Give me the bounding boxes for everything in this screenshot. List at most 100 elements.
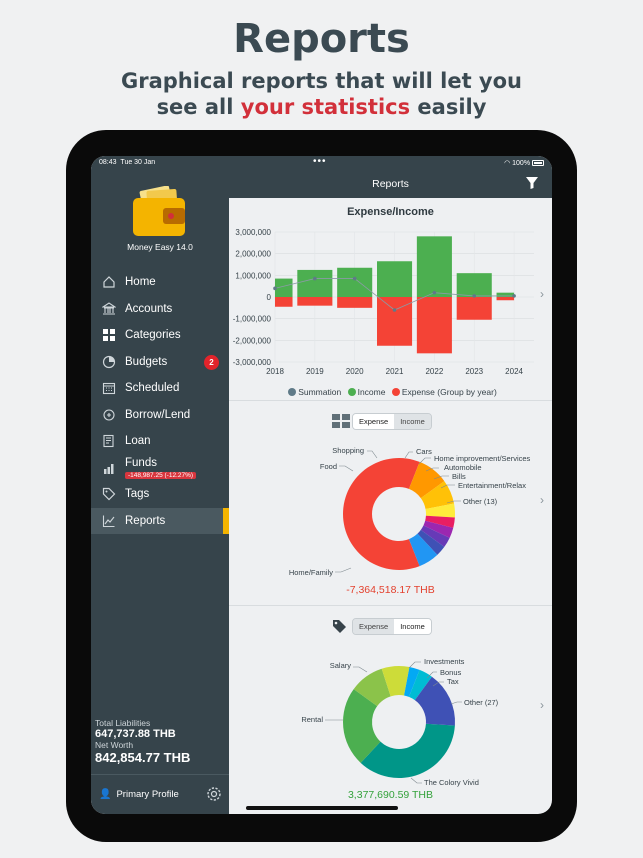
multitask-dots-icon[interactable]: ••• [313,156,327,167]
slice-label: Other (27) [464,698,499,707]
sidebar-item-label: Funds [125,456,157,469]
sidebar-item-categories[interactable]: Categories [91,322,229,349]
summation-point [313,276,317,281]
chart-title: Expense/Income [347,206,434,218]
toggle-income[interactable]: Income [394,619,431,634]
promo-subtitle: Graphical reports that will let you see … [0,68,643,120]
income-bar [275,278,293,297]
label-leader-line [433,475,449,480]
calendar-icon [101,380,117,396]
promo-title: Reports [233,16,410,62]
main-content: Reports Expense/Income 3,000,000 2,000,00… [229,156,552,814]
toggle-expense[interactable]: Expense [353,619,395,634]
label-leader-line [425,467,439,472]
promo-subtitle-prefix: see all [156,95,241,119]
total-liabilities-value: 647,737.88 THB [95,728,176,740]
tags-icon[interactable] [332,619,348,633]
expense-bar [337,297,373,308]
y-tick-label: 1,000,000 [235,271,271,280]
x-tick-label: 2022 [425,367,443,376]
sidebar-item-label: Categories [125,329,181,342]
label-leader-line [426,671,437,679]
sidebar-item-reports[interactable]: Reports [91,507,229,534]
income-bar [416,236,452,297]
tag-icon [101,486,117,502]
label-leader-line [432,681,444,687]
profile-bar[interactable]: 👤 Primary Profile [91,774,229,814]
expense-income-toggle[interactable]: Expense Income [352,413,432,430]
donut-slice [408,461,445,499]
sidebar-item-tags[interactable]: Tags [91,481,229,508]
slice-label: The Colory Vivid [424,778,479,787]
label-leader-line [410,777,422,784]
donut-slice [360,723,455,778]
sidebar-item-scheduled[interactable]: Scheduled [91,375,229,402]
toggle-expense[interactable]: Expense [353,414,395,429]
expense-income-bar-chart: 3,000,000 2,000,000 1,000,000 0 -1,000,000 -2… [233,228,534,376]
app-name: Money Easy 14.0 [127,242,193,252]
sidebar-item-budgets[interactable]: Budgets 2 [91,349,229,376]
summation-point [512,294,516,298]
chevron-right-icon[interactable]: › [540,493,544,507]
gear-icon[interactable] [205,785,223,803]
legend-summation: Summation [298,387,342,397]
donut-slice [425,515,455,528]
wallet-logo-icon [133,186,185,236]
slice-label: Automobile [444,463,482,472]
sidebar-item-borrow-lend[interactable]: Borrow/Lend [91,402,229,429]
expense-bar [416,297,452,354]
income-donut-chart: The Colory Vivid Rental Salary Investments B… [301,657,499,787]
income-category-card[interactable]: Expense Income The Colory Vivid Rental Sal… [229,606,552,814]
expense-total: -7,364,518.17 THB [346,584,435,596]
filter-icon[interactable] [526,177,538,189]
donut-slice [425,503,455,518]
expense-category-card[interactable]: Expense Income Home/Family Food Shopping Ca… [229,401,552,606]
y-tick-label: 3,000,000 [235,228,271,237]
expense-bar [275,297,293,307]
promo-subtitle-highlight: your statistics [240,95,411,119]
x-tick-label: 2020 [346,367,364,376]
y-tick-label: 0 [267,293,272,302]
app-screen: 08:43 Tue 30 Jan ••• ◠ 100% Money Easy 1… [91,156,552,814]
legend-income-dot [347,388,356,396]
donut-slice [423,520,454,538]
sidebar-item-home[interactable]: Home [91,269,229,296]
chevron-right-icon[interactable]: › [540,287,544,301]
sidebar: Money Easy 14.0 Home Accounts Categories… [91,156,229,814]
summation-point [432,290,437,295]
expense-bar [297,297,333,306]
slice-label: Bills [452,472,466,481]
legend-expense-dot [391,388,400,396]
donut-slice [408,533,438,567]
label-leader-line [450,701,462,705]
expense-income-chart-card[interactable]: Expense/Income 3,000,000 2,000,000 1,000,0… [229,198,552,401]
income-total: 3,377,690.59 THB [347,789,434,801]
expense-bar [496,297,515,301]
chart-legend: Summation Income Expense (Group by year) [229,387,552,397]
sidebar-item-label: Accounts [125,302,173,315]
slice-label: Home/Family [289,568,333,577]
battery-icon [532,160,544,167]
summation-point [352,276,357,281]
expense-income-toggle[interactable]: Expense Income [352,618,432,635]
top-bar: Reports [229,156,552,198]
sidebar-item-funds[interactable]: Funds -148,987.25 (-12.27%) [91,455,229,482]
slice-label: Other (13) [463,497,498,506]
sidebar-item-accounts[interactable]: Accounts [91,296,229,323]
bank-icon [101,301,117,317]
legend-expense: Expense (Group by year) [401,387,497,397]
sidebar-item-label: Tags [125,488,150,501]
chevron-right-icon[interactable]: › [540,698,544,712]
wifi-icon: ◠ [504,160,511,167]
x-tick-label: 2024 [505,367,523,376]
legend-income: Income [357,387,386,397]
promo-subtitle-suffix: easily [410,95,487,119]
sidebar-item-loan[interactable]: Loan [91,428,229,455]
sidebar-item-label: Reports [125,514,166,527]
loan-icon [101,433,117,449]
label-leader-line [367,450,378,459]
budget-icon [101,354,117,370]
toggle-income[interactable]: Income [394,414,431,429]
sidebar-item-label: Budgets [125,355,168,368]
grid-icon[interactable] [332,414,350,428]
